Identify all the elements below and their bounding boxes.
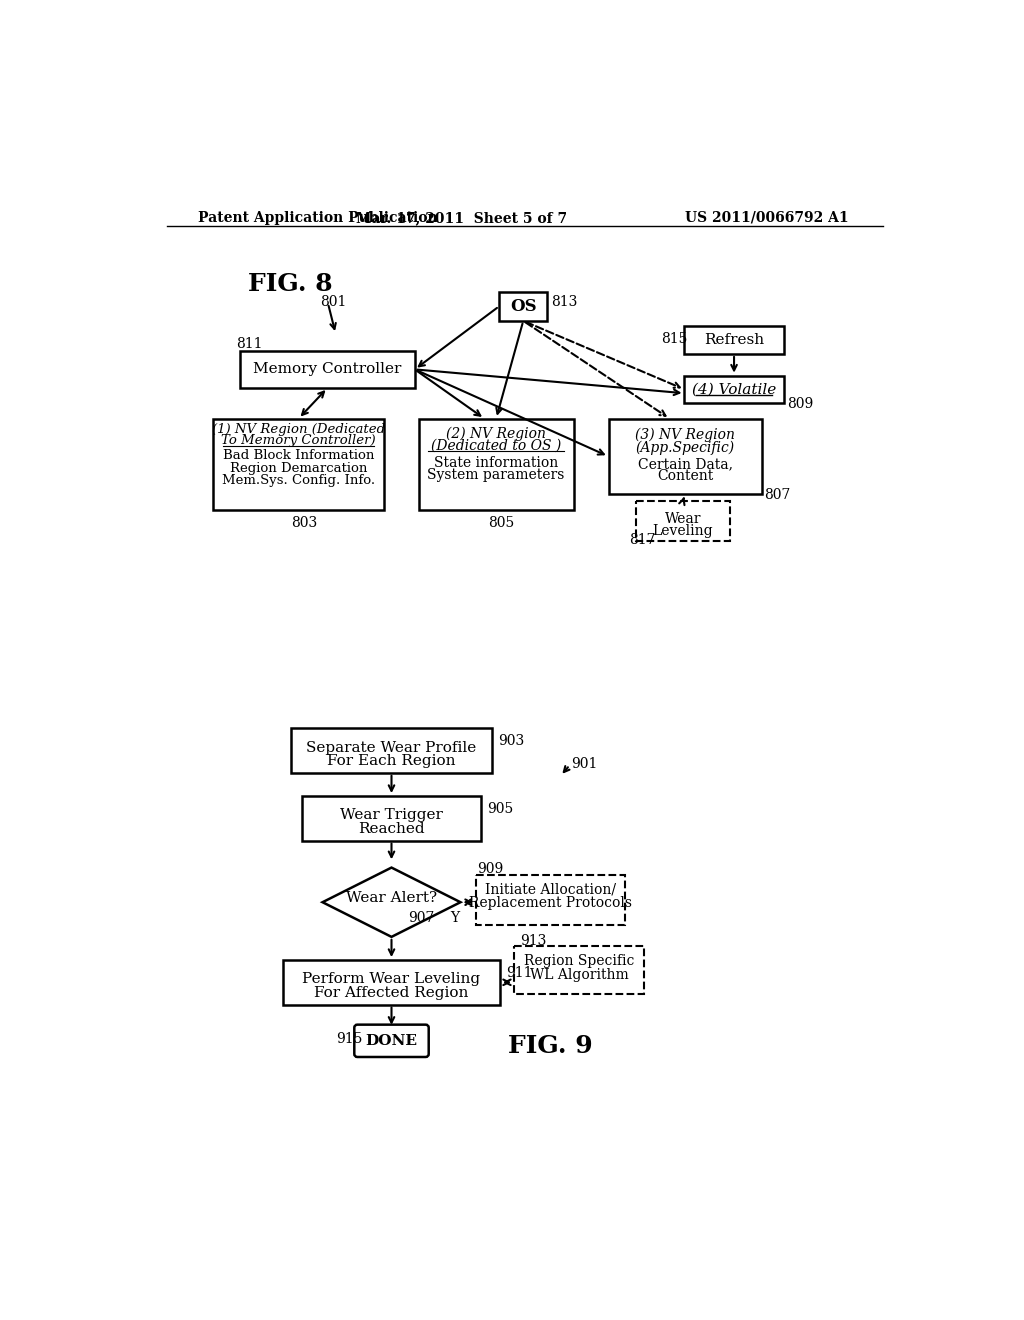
Text: State information: State information [434, 455, 558, 470]
Polygon shape [323, 867, 461, 937]
Text: 817: 817 [630, 533, 656, 548]
Text: 901: 901 [571, 758, 598, 771]
Text: Region Demarcation: Region Demarcation [229, 462, 368, 475]
Text: Mem.Sys. Config. Info.: Mem.Sys. Config. Info. [222, 474, 375, 487]
Text: (4) Volatile: (4) Volatile [692, 383, 776, 396]
Text: 815: 815 [662, 333, 687, 346]
Text: Memory Controller: Memory Controller [253, 363, 401, 376]
Text: Refresh: Refresh [703, 333, 764, 347]
Text: 809: 809 [787, 397, 814, 411]
FancyBboxPatch shape [302, 796, 480, 841]
FancyBboxPatch shape [514, 946, 644, 994]
Text: 801: 801 [321, 296, 346, 309]
Text: Wear: Wear [665, 512, 701, 525]
FancyBboxPatch shape [684, 376, 783, 404]
Text: Reached: Reached [358, 822, 425, 836]
FancyBboxPatch shape [476, 874, 625, 925]
FancyBboxPatch shape [684, 326, 783, 354]
Text: Wear Alert?: Wear Alert? [346, 891, 437, 906]
Text: 909: 909 [477, 862, 504, 876]
Text: 915: 915 [336, 1032, 362, 1045]
Text: Mar. 17, 2011  Sheet 5 of 7: Mar. 17, 2011 Sheet 5 of 7 [355, 211, 567, 224]
Text: 803: 803 [291, 516, 317, 529]
Text: US 2011/0066792 A1: US 2011/0066792 A1 [685, 211, 849, 224]
Text: 813: 813 [551, 296, 578, 309]
Text: Separate Wear Profile: Separate Wear Profile [306, 741, 476, 755]
Text: 811: 811 [237, 337, 263, 351]
Text: Region Specific: Region Specific [524, 954, 634, 968]
Text: For Each Region: For Each Region [328, 755, 456, 768]
Text: 903: 903 [499, 734, 524, 748]
Text: Leveling: Leveling [652, 524, 713, 539]
Text: Patent Application Publication: Patent Application Publication [198, 211, 437, 224]
FancyBboxPatch shape [213, 418, 384, 510]
FancyBboxPatch shape [419, 418, 573, 510]
Text: (1) NV Region (Dedicated: (1) NV Region (Dedicated [212, 424, 385, 437]
Text: DONE: DONE [366, 1034, 418, 1048]
FancyBboxPatch shape [283, 960, 500, 1005]
Text: 911: 911 [506, 966, 532, 981]
Text: Bad Block Information: Bad Block Information [223, 449, 374, 462]
Text: FIG. 9: FIG. 9 [508, 1034, 593, 1057]
Text: (App.Specific): (App.Specific) [636, 441, 735, 454]
Text: Certain Data,: Certain Data, [638, 457, 733, 471]
Text: (2) NV Region: (2) NV Region [446, 426, 546, 441]
Text: 807: 807 [764, 488, 791, 502]
FancyBboxPatch shape [608, 418, 762, 494]
Text: For Affected Region: For Affected Region [314, 986, 469, 1001]
FancyBboxPatch shape [636, 502, 730, 541]
FancyBboxPatch shape [500, 292, 547, 321]
Text: Initiate Allocation/: Initiate Allocation/ [485, 882, 615, 896]
Text: FIG. 8: FIG. 8 [248, 272, 333, 297]
Text: Y: Y [450, 911, 459, 925]
Text: OS: OS [510, 298, 537, 314]
FancyBboxPatch shape [291, 729, 493, 774]
FancyBboxPatch shape [241, 351, 415, 388]
Text: 913: 913 [520, 933, 547, 948]
Text: Content: Content [657, 470, 714, 483]
Text: Replacement Protocols: Replacement Protocols [469, 896, 632, 909]
Text: 907: 907 [409, 911, 435, 925]
Text: Perform Wear Leveling: Perform Wear Leveling [302, 973, 480, 986]
Text: 905: 905 [486, 803, 513, 816]
Text: System parameters: System parameters [427, 469, 565, 482]
Text: (Dedicated to OS ): (Dedicated to OS ) [431, 438, 561, 453]
Text: WL Algorithm: WL Algorithm [529, 968, 629, 982]
Text: To Memory Controller): To Memory Controller) [221, 434, 376, 447]
Text: Wear Trigger: Wear Trigger [340, 808, 443, 822]
Text: (3) NV Region: (3) NV Region [635, 428, 735, 442]
Text: 805: 805 [488, 516, 515, 529]
FancyBboxPatch shape [354, 1024, 429, 1057]
